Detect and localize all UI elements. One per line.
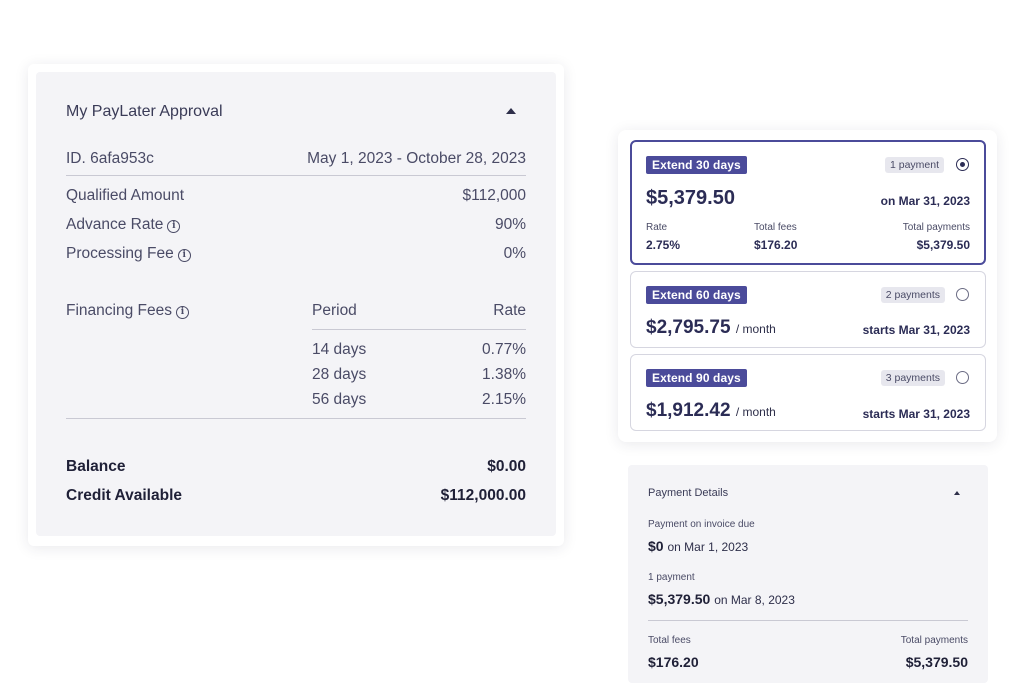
approval-date-range: May 1, 2023 - October 28, 2023 (307, 150, 526, 167)
payment-amount: $5,379.50 (648, 591, 711, 607)
advance-rate-value: 90% (494, 216, 526, 233)
approval-id: ID. 6afa953c (66, 150, 154, 167)
fee-period: 14 days (312, 341, 367, 358)
option-amount-row: $2,795.75 / month (646, 317, 776, 339)
option-amount: $2,795.75 (646, 317, 731, 338)
credit-available-label: Credit Available (66, 487, 183, 504)
fee-period: 56 days (312, 391, 367, 408)
option-date: on Mar 31, 2023 (880, 194, 970, 208)
option-amount: $5,379.50 (646, 187, 735, 209)
financing-fees-label: Financing Fees (66, 302, 172, 319)
payment-count-badge: 2 payments (880, 287, 945, 303)
option-badge: Extend 30 days (646, 156, 747, 174)
payment-label: 1 payment (648, 572, 695, 583)
option-date: starts Mar 31, 2023 (862, 323, 970, 337)
advance-rate-label: Advance Rate (66, 216, 164, 233)
chevron-up-icon[interactable] (506, 108, 516, 114)
option-badge: Extend 60 days (646, 286, 747, 304)
due-label: Payment on invoice due (648, 519, 755, 530)
due-amount: $0 (648, 538, 664, 554)
divider (66, 418, 526, 419)
credit-available-value: $112,000.00 (440, 487, 526, 504)
fee-rate: 1.38% (482, 366, 526, 383)
option-extend-60[interactable]: Extend 60 days 2 payments $2,795.75 / mo… (630, 271, 986, 348)
radio-button[interactable] (956, 371, 969, 384)
payment-date: on Mar 8, 2023 (714, 593, 795, 607)
balance-value: $0.00 (487, 458, 526, 475)
total-payments-label: Total payments (900, 635, 968, 646)
processing-fee-value: 0% (503, 245, 526, 262)
processing-fee-label: Processing Fee (66, 245, 174, 262)
total-payments-value: $5,379.50 (916, 238, 970, 252)
option-badge: Extend 90 days (646, 369, 747, 387)
divider (66, 175, 526, 176)
payment-details-card: Payment Details Payment on invoice due $… (628, 465, 988, 683)
total-payments-label: Total payments (902, 222, 970, 233)
total-fees-label: Total fees (754, 222, 797, 233)
option-extend-30[interactable]: Extend 30 days 1 payment $5,379.50 on Ma… (630, 140, 986, 265)
chevron-up-icon[interactable] (954, 491, 960, 495)
payment-row: $5,379.50 on Mar 8, 2023 (648, 591, 795, 607)
balance-label: Balance (66, 458, 126, 475)
qualified-amount-label: Qualified Amount (66, 187, 185, 204)
total-fees-value: $176.20 (648, 654, 699, 670)
info-icon[interactable]: i (175, 306, 189, 319)
financing-fees-row: Financing Fees i (66, 302, 189, 320)
radio-button[interactable] (956, 288, 969, 301)
fee-rate: 0.77% (482, 341, 526, 358)
option-date: starts Mar 31, 2023 (862, 407, 970, 421)
total-fees-label: Total fees (648, 635, 691, 646)
option-amount-row: $1,912.42 / month (646, 400, 776, 422)
approval-title: My PayLater Approval (66, 103, 223, 120)
rate-label: Rate (646, 222, 668, 233)
per-month: / month (735, 322, 776, 336)
radio-button[interactable] (956, 158, 969, 171)
fee-period: 28 days (312, 366, 367, 383)
rate-value: 2.75% (646, 238, 681, 252)
due-date: on Mar 1, 2023 (667, 540, 749, 554)
option-extend-90[interactable]: Extend 90 days 3 payments $1,912.42 / mo… (630, 354, 986, 431)
info-icon[interactable]: i (167, 220, 181, 233)
total-payments-value: $5,379.50 (905, 654, 968, 670)
total-fees-value: $176.20 (754, 238, 798, 252)
period-header: Period (312, 302, 357, 319)
divider (312, 329, 526, 330)
due-row: $0 on Mar 1, 2023 (648, 538, 748, 554)
per-month: / month (735, 405, 776, 419)
divider (648, 620, 968, 621)
payment-count-badge: 3 payments (880, 370, 945, 386)
qualified-amount-value: $112,000 (462, 187, 527, 204)
option-amount: $1,912.42 (646, 400, 731, 421)
processing-fee-row: Processing Fee i (66, 245, 191, 263)
advance-rate-row: Advance Rate i (66, 216, 181, 234)
approval-card: My PayLater Approval ID. 6afa953c May 1,… (36, 72, 556, 536)
info-icon[interactable]: i (177, 249, 191, 262)
payment-count-badge: 1 payment (884, 157, 944, 173)
payment-details-title: Payment Details (648, 487, 729, 499)
fee-rate: 2.15% (482, 391, 526, 408)
rate-header: Rate (493, 302, 526, 319)
